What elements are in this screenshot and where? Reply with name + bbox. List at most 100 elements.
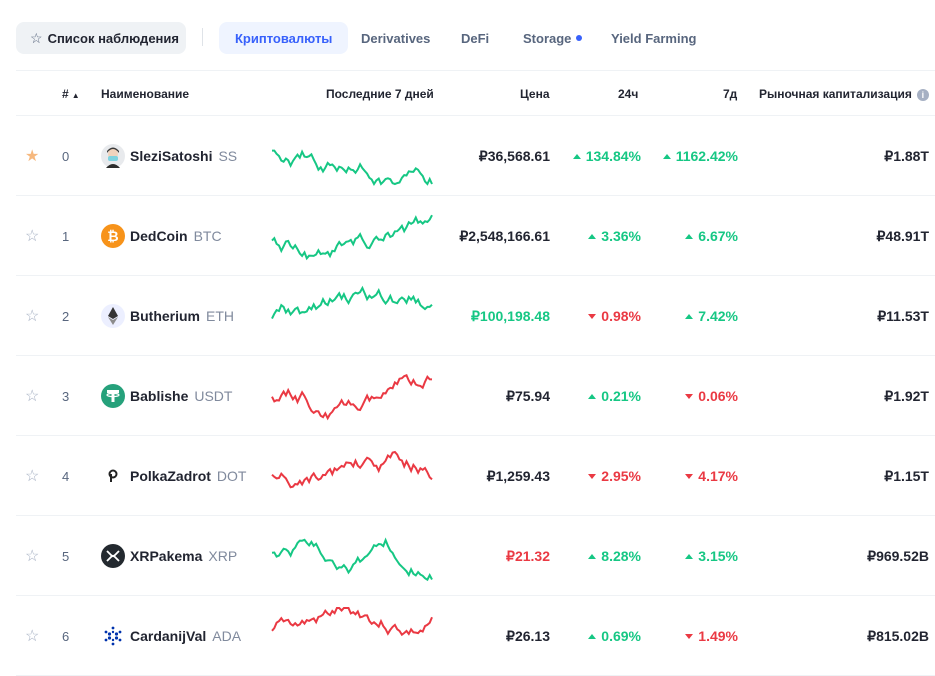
change-7d-value: 1162.42%	[675, 148, 738, 164]
star-outline-icon[interactable]: ☆	[25, 308, 40, 325]
coin-name-cell[interactable]: XRPakema XRP	[101, 516, 237, 596]
table-row[interactable]: ☆ 5 XRPakema XRP ₽21.32 8.28% 3.15% ₽969…	[16, 516, 935, 596]
price-cell: ₽21.32	[506, 547, 550, 564]
coin-symbol: DOT	[216, 468, 247, 484]
tab-cryptocurrencies[interactable]: Криптовалюты	[219, 22, 349, 54]
tab-label: DeFi	[461, 30, 490, 46]
coin-name-cell[interactable]: Bablishe USDT	[101, 356, 232, 436]
caret-down-icon	[685, 473, 694, 479]
watchlist-button[interactable]: ☆ Список наблюдения	[16, 22, 186, 54]
coin-name-cell[interactable]: Butherium ETH	[101, 276, 234, 356]
svg-text:₿: ₿	[107, 229, 118, 245]
sparkline-line	[272, 149, 433, 187]
coin-symbol: ETH	[206, 308, 234, 324]
change-24h-cell: 0.98%	[588, 276, 641, 356]
change-24h-value: 8.28%	[601, 548, 641, 564]
change-7d-cell: 4.17%	[685, 436, 738, 516]
header-rank-label: #	[62, 87, 69, 101]
coin-symbol: USDT	[194, 388, 233, 404]
header-7d[interactable]: 7д	[723, 87, 738, 101]
market-cap-cell: ₽1.15T	[884, 467, 929, 484]
table-row[interactable]: ☆ 2 Butherium ETH ₽100,198.48 0.98% 7.42…	[16, 276, 935, 356]
table-row[interactable]: ☆ 1 ₿ DedCoin BTC ₽2,548,166.61 3.36% 6.…	[16, 196, 935, 276]
tab-yield-farming[interactable]: Yield Farming	[611, 22, 696, 54]
sparkline-chart	[271, 285, 433, 320]
coin-symbol: SS	[218, 148, 238, 164]
star-filled-icon[interactable]: ★	[25, 148, 40, 165]
change-24h-cell: 0.69%	[588, 596, 641, 676]
star-outline-icon[interactable]: ☆	[25, 628, 40, 645]
market-cap-cell: ₽969.52B	[867, 547, 929, 564]
price-cell: ₽75.94	[506, 387, 550, 404]
caret-down-icon	[685, 393, 694, 399]
sparkline-chart	[271, 450, 433, 489]
change-7d-cell: 3.15%	[685, 516, 738, 596]
sparkline-chart	[271, 607, 433, 637]
header-chart: Последние 7 дней	[326, 87, 434, 101]
market-cap-cell: ₽1.88T	[884, 147, 929, 164]
tab-label: Storage	[523, 30, 572, 46]
change-24h-value: 3.36%	[601, 228, 641, 244]
table-header: # ▲ Наименование Последние 7 дней Цена 24…	[16, 70, 935, 116]
change-24h-value: 134.84%	[585, 148, 641, 164]
table-row[interactable]: ☆ 4 PolkaZadrot DOT ₽1,259.43 2.95% 4.17…	[16, 436, 935, 516]
tab-label: Криптовалюты	[235, 30, 333, 46]
rank-cell: 1	[62, 228, 70, 244]
coin-name-cell[interactable]: SleziSatoshi SS	[101, 116, 237, 196]
sparkline-line	[271, 607, 433, 637]
sparkline-line	[271, 537, 433, 582]
sparkline-line	[271, 285, 433, 320]
rank-cell: 0	[62, 148, 70, 164]
table-row[interactable]: ☆ 3 Bablishe USDT ₽75.94 0.21% 0.06% ₽1.…	[16, 356, 935, 436]
caret-up-icon	[588, 553, 597, 559]
star-outline-icon[interactable]: ☆	[25, 388, 40, 405]
sparkline-chart	[272, 149, 433, 187]
coin-name-cell[interactable]: CardanijVal ADA	[101, 596, 241, 676]
cardano-icon	[101, 624, 125, 648]
caret-up-icon	[588, 393, 597, 399]
coin-name-cell[interactable]: ₿ DedCoin BTC	[101, 196, 222, 276]
sparkline-line	[271, 374, 433, 421]
caret-down-icon	[588, 473, 597, 479]
caret-up-icon	[685, 233, 694, 239]
coin-name: XRPakema	[130, 548, 203, 564]
caret-up-icon	[572, 153, 581, 159]
watchlist-label: Список наблюдения	[47, 30, 179, 46]
tab-label: Derivatives	[361, 30, 431, 46]
tab-storage[interactable]: Storage	[523, 22, 583, 54]
coin-name-cell[interactable]: PolkaZadrot DOT	[101, 436, 246, 516]
table-row[interactable]: ☆ 6 CardanijVal ADA ₽26.13 0.69% 1.49% ₽…	[16, 596, 935, 676]
header-market-cap[interactable]: Рыночная капитализация i	[759, 87, 929, 101]
rank-cell: 5	[62, 548, 70, 564]
rank-cell: 3	[62, 388, 70, 404]
tab-defi[interactable]: DeFi	[461, 22, 489, 54]
change-24h-cell: 2.95%	[588, 436, 641, 516]
coin-symbol: ADA	[212, 628, 242, 644]
header-24h[interactable]: 24ч	[618, 87, 639, 101]
caret-down-icon	[588, 313, 597, 319]
header-name[interactable]: Наименование	[101, 87, 190, 101]
change-7d-value: 6.67%	[698, 228, 738, 244]
change-24h-cell: 0.21%	[588, 356, 641, 436]
star-outline-icon[interactable]: ☆	[25, 548, 40, 565]
info-icon[interactable]: i	[916, 89, 929, 101]
ethereum-icon	[101, 304, 125, 328]
coin-name: DedCoin	[130, 228, 188, 244]
change-7d-value: 1.49%	[698, 628, 738, 644]
caret-up-icon	[588, 233, 597, 239]
change-7d-cell: 7.42%	[685, 276, 738, 356]
header-price[interactable]: Цена	[520, 87, 550, 101]
star-outline-icon[interactable]: ☆	[25, 228, 40, 245]
star-outline-icon[interactable]: ☆	[25, 468, 40, 485]
change-24h-value: 0.69%	[601, 628, 641, 644]
price-cell: ₽2,548,166.61	[459, 227, 550, 244]
change-24h-cell: 3.36%	[588, 196, 641, 276]
tab-derivatives[interactable]: Derivatives	[361, 22, 430, 54]
top-nav: ☆ Список наблюдения Криптовалюты Derivat…	[0, 0, 935, 76]
sparkline-line	[271, 450, 433, 489]
xrp-icon	[101, 544, 125, 568]
table-row[interactable]: ★ 0 SleziSatoshi SS ₽36,568.61 134.84% 1…	[16, 116, 935, 196]
header-rank[interactable]: # ▲	[62, 87, 80, 101]
coin-name: PolkaZadrot	[130, 468, 211, 484]
market-cap-cell: ₽11.53T	[877, 307, 929, 324]
